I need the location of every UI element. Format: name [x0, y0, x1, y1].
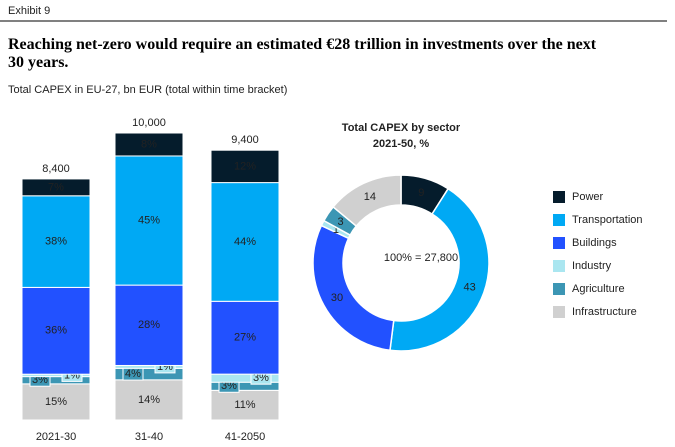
bar-segment: [21, 178, 91, 197]
donut-subtitle: 2021-50, %: [373, 138, 429, 150]
donut-slice: [332, 174, 402, 228]
legend-label: Industry: [572, 260, 612, 272]
bar-segment: [114, 284, 184, 366]
legend-label: Transportation: [572, 214, 643, 226]
value-label: 27%: [234, 332, 256, 344]
value-label: 44%: [234, 236, 256, 248]
donut-title: Total CAPEX by sector: [342, 122, 461, 134]
chart-title: Reaching net-zero would require an estim…: [8, 36, 597, 71]
value-label: 36%: [45, 325, 67, 337]
x-tick-label: 41-2050: [225, 431, 265, 443]
chart-subtitle: Total CAPEX in EU-27, bn EUR (total with…: [8, 84, 287, 96]
legend-label: Infrastructure: [572, 306, 637, 318]
slice-label: 9: [418, 187, 424, 199]
value-label: 3%: [221, 380, 237, 392]
slice-label: 30: [331, 292, 343, 304]
donut-center-label: 100% = 27,800: [384, 252, 458, 264]
value-label: 28%: [138, 319, 160, 331]
legend-swatch: [553, 191, 565, 203]
value-label: 4%: [125, 368, 141, 380]
legend-swatch: [553, 306, 565, 318]
value-label: 38%: [45, 236, 67, 248]
donut-slice: [312, 224, 395, 352]
bar-segment: [210, 300, 280, 375]
slice-label: 3: [338, 216, 344, 228]
legend-swatch: [553, 283, 565, 295]
bar-segment: [21, 383, 91, 421]
value-label: 8%: [141, 138, 157, 150]
legend-label: Power: [572, 191, 604, 203]
legend-swatch: [553, 214, 565, 226]
x-tick-label: 2021-30: [36, 431, 76, 443]
value-label: 12%: [234, 160, 256, 172]
value-label: 3%: [32, 374, 48, 386]
legend-label: Agriculture: [572, 283, 625, 295]
bar-segment: [114, 132, 184, 157]
exhibit-label: Exhibit 9: [8, 5, 50, 17]
legend-swatch: [553, 260, 565, 272]
value-label: 3%: [253, 372, 269, 384]
value-label: 45%: [138, 214, 160, 226]
slice-label: 14: [364, 191, 376, 203]
legend-swatch: [553, 237, 565, 249]
slice-label: 1: [333, 224, 339, 236]
x-tick-label: 31-40: [135, 431, 163, 443]
donut-slice: [389, 187, 490, 352]
bar-segment: [210, 149, 280, 184]
total-label: 8,400: [42, 163, 70, 175]
legend-label: Buildings: [572, 237, 617, 249]
total-label: 10,000: [132, 117, 166, 129]
bar-segment: [210, 389, 280, 421]
total-label: 9,400: [231, 134, 259, 146]
value-label: 11%: [234, 399, 255, 411]
value-label: 7%: [48, 181, 64, 193]
bar-segment: [114, 155, 184, 286]
value-label: 14%: [138, 394, 160, 406]
bar-segment: [210, 182, 280, 302]
value-label: 15%: [45, 396, 67, 408]
slice-label: 43: [464, 282, 476, 294]
